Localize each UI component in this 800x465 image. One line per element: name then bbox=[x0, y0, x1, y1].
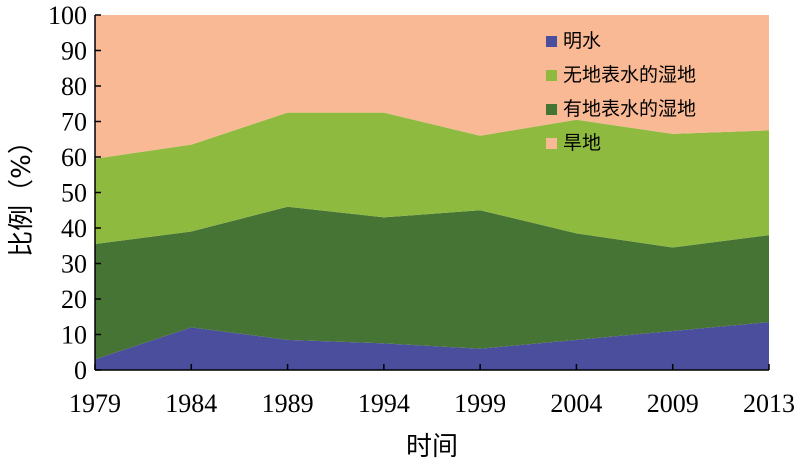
x-tick-label: 2013 bbox=[743, 389, 795, 418]
y-tick-label: 0 bbox=[74, 356, 87, 385]
y-tick-label: 80 bbox=[61, 72, 87, 101]
x-tick-label: 1994 bbox=[358, 389, 410, 418]
area-series-2 bbox=[95, 112, 769, 248]
x-tick-label: 1999 bbox=[454, 389, 506, 418]
y-axis-ticks: 0 10 20 30 40 50 60 70 80 90 100 bbox=[48, 1, 101, 385]
y-tick-label: 90 bbox=[61, 37, 87, 66]
x-tick-label: 2004 bbox=[550, 389, 602, 418]
legend-label-series-2: 无地表水的湿地 bbox=[563, 64, 696, 86]
x-tick-label: 2009 bbox=[647, 389, 699, 418]
legend-label-series-3: 旱地 bbox=[563, 132, 601, 154]
y-tick-label: 20 bbox=[61, 285, 87, 314]
legend-swatch-series-0 bbox=[546, 36, 557, 47]
y-tick-label: 30 bbox=[61, 250, 87, 279]
legend-swatch-series-1 bbox=[546, 104, 557, 115]
legend-label-series-1: 有地表水的湿地 bbox=[563, 98, 696, 120]
x-tick-label: 1984 bbox=[165, 389, 217, 418]
y-tick-label: 70 bbox=[61, 108, 87, 137]
y-tick-label: 60 bbox=[61, 143, 87, 172]
x-tick-label: 1989 bbox=[262, 389, 314, 418]
area-series-1 bbox=[95, 206, 769, 360]
x-axis-title: 时间 bbox=[406, 432, 458, 462]
y-tick-label: 10 bbox=[61, 321, 87, 350]
y-tick-label: 100 bbox=[48, 1, 87, 30]
legend-swatch-series-3 bbox=[546, 138, 557, 149]
legend-label-series-0: 明水 bbox=[563, 30, 601, 52]
x-axis-ticks: 1979 1984 1989 1994 1999 2004 2009 2013 bbox=[69, 364, 795, 418]
area-layers bbox=[95, 15, 769, 370]
x-tick-label: 1979 bbox=[69, 389, 121, 418]
y-tick-label: 40 bbox=[61, 214, 87, 243]
legend-swatch-series-2 bbox=[546, 70, 557, 81]
y-axis-title: 比例（%） bbox=[7, 128, 37, 257]
y-tick-label: 50 bbox=[61, 179, 87, 208]
area-series-3 bbox=[95, 15, 769, 159]
